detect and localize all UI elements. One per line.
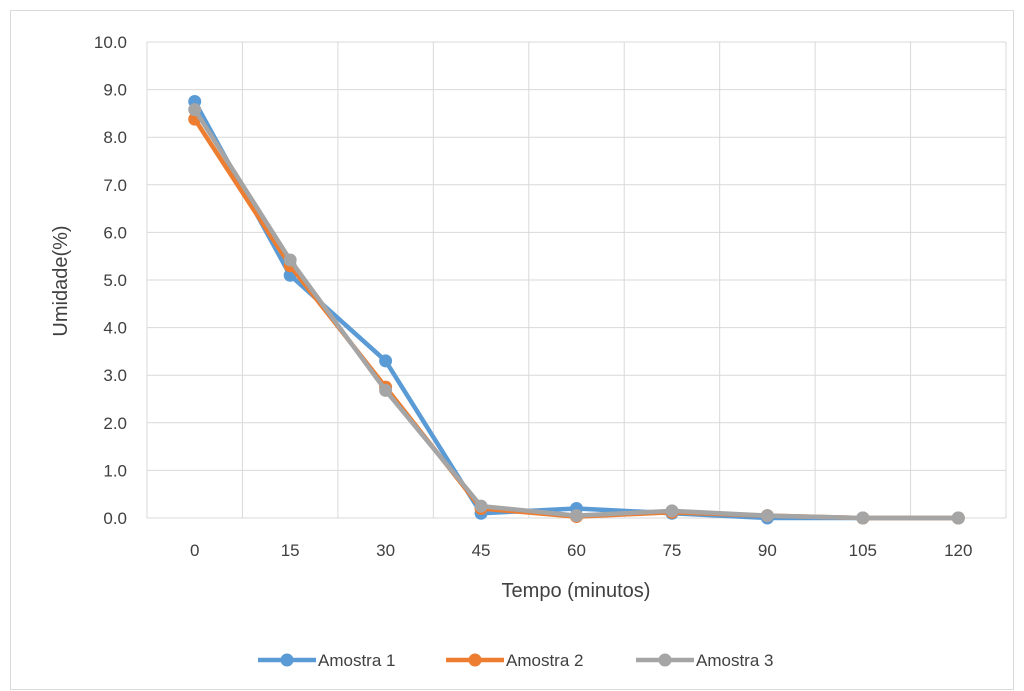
y-tick-label: 4.0 [103,319,127,338]
data-point [760,509,774,523]
series-2 [188,112,965,525]
x-tick-label: 90 [758,541,777,560]
legend-label: Amostra 3 [696,651,773,670]
y-tick-label: 1.0 [103,461,127,480]
data-point [474,499,488,513]
legend-marker [658,653,672,667]
y-tick-label: 7.0 [103,176,127,195]
y-tick-label: 6.0 [103,223,127,242]
series-line [192,116,961,521]
data-point [570,509,583,523]
legend-marker [468,653,482,667]
grid [146,41,1007,519]
series-line [192,107,961,521]
legend-item: Amostra 3 [636,651,773,670]
x-tick-label: 0 [190,541,199,560]
chart-frame [10,10,1014,690]
data-point [665,504,679,518]
data-point [951,511,965,525]
legend-marker [280,653,294,667]
x-tick-label: 75 [662,541,681,560]
y-tick-label: 10.0 [94,33,127,52]
y-tick-label: 9.0 [103,81,127,100]
data-point [856,511,870,525]
y-tick-label: 5.0 [103,271,127,290]
data-point [379,383,393,397]
data-point [283,253,297,267]
legend: Amostra 1 Amostra 2 Amostra 3 [258,651,773,670]
series-1 [188,95,965,525]
x-tick-label: 30 [376,541,395,560]
y-tick-label: 3.0 [103,366,127,385]
series-line [192,99,961,521]
x-tick-label: 105 [849,541,877,560]
x-axis-title: Tempo (minutos) [502,580,651,602]
series [188,95,965,525]
legend-item: Amostra 2 [446,651,583,670]
y-tick-label: 2.0 [103,414,127,433]
data-point [379,354,393,368]
y-axis-title: Umidade(%) [50,225,72,336]
y-tick-label: 0.0 [103,509,127,528]
x-axis-ticks: 0 15 30 45 60 75 90 105 120 [190,541,972,560]
data-point [188,103,202,117]
x-tick-label: 60 [567,541,586,560]
x-tick-label: 45 [472,541,491,560]
y-tick-label: 8.0 [103,128,127,147]
x-tick-label: 15 [281,541,300,560]
legend-label: Amostra 2 [506,651,583,670]
series-3 [188,103,965,525]
x-tick-label: 120 [944,541,972,560]
legend-item: Amostra 1 [258,651,395,670]
y-axis-ticks: 0.0 1.0 2.0 3.0 4.0 5.0 6.0 7.0 8.0 9.0 10.0 [94,33,127,528]
legend-label: Amostra 1 [318,651,395,670]
